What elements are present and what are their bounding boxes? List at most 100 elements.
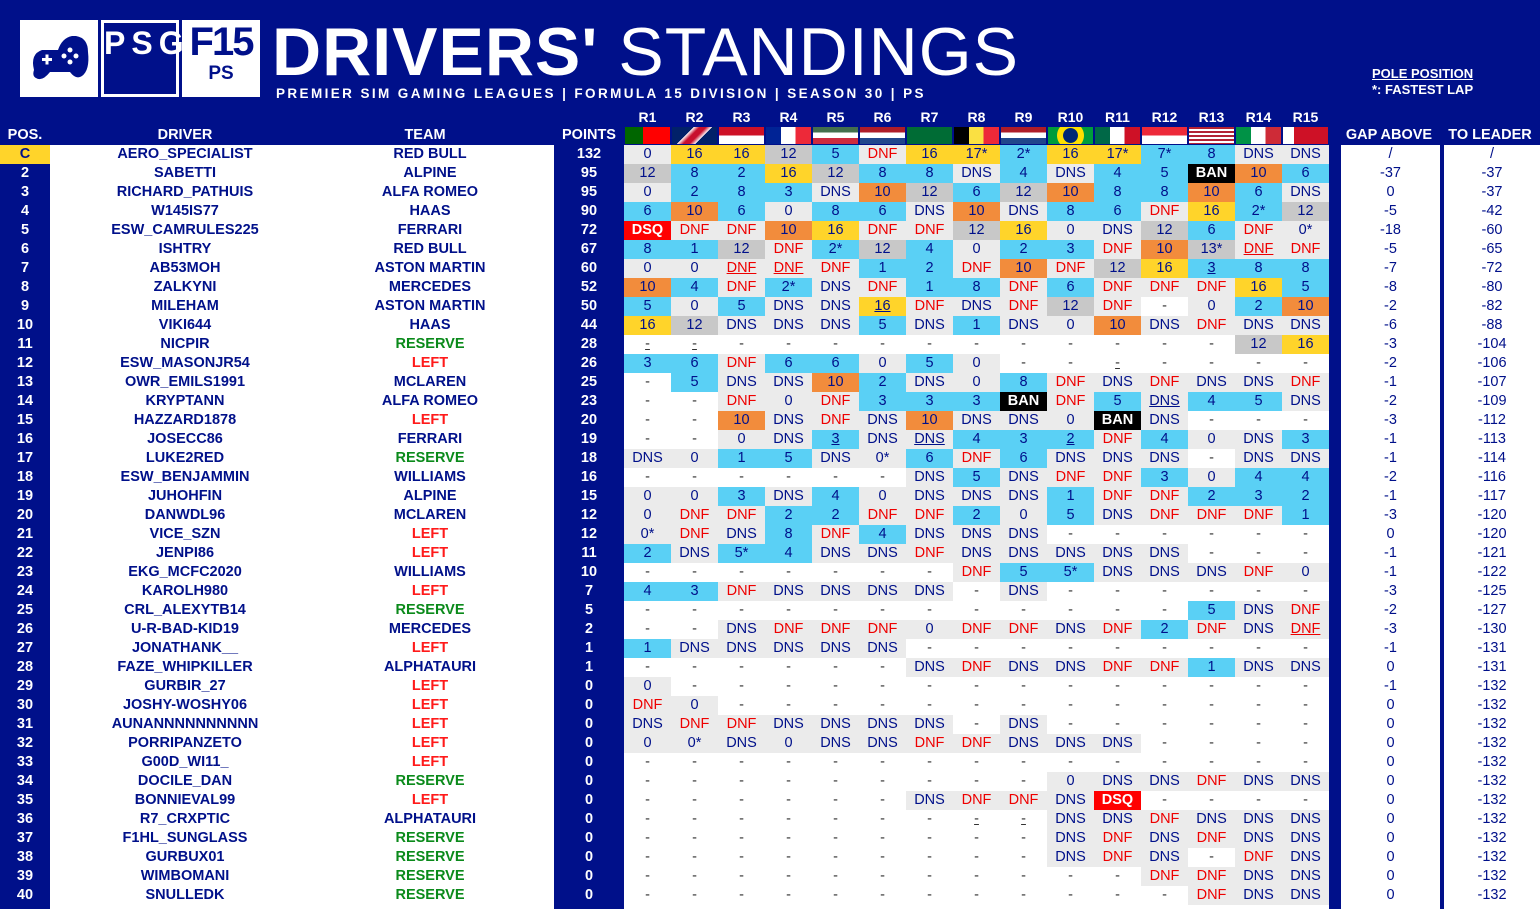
race-result: - xyxy=(1282,696,1329,715)
race-result: - xyxy=(906,772,953,791)
race-result: DNF xyxy=(1188,867,1235,886)
race-result: 0 xyxy=(765,202,812,221)
race-result: 2 xyxy=(765,506,812,525)
race-result: - xyxy=(624,430,671,449)
race-result: DNS xyxy=(1141,829,1188,848)
race-result: DNF xyxy=(1094,848,1141,867)
race-result: DNS xyxy=(1000,468,1047,487)
race-result: - xyxy=(812,848,859,867)
race-result: DNS xyxy=(953,525,1000,544)
race-result: 6 xyxy=(812,354,859,373)
race-result: 0 xyxy=(718,430,765,449)
row-gap-leader: -132 xyxy=(1477,716,1507,732)
race-result: DNF xyxy=(859,278,906,297)
row-position: 20 xyxy=(16,507,34,523)
race-result: DNS xyxy=(1235,145,1282,164)
race-result: - xyxy=(1047,525,1094,544)
race-result: DNF xyxy=(812,259,859,278)
row-position: 22 xyxy=(16,545,34,561)
race-result: 8 xyxy=(1000,373,1047,392)
race-result: 6 xyxy=(671,354,718,373)
row-driver: JONATHANK__ xyxy=(131,640,239,656)
race-result: DNF xyxy=(1094,240,1141,259)
race-result: - xyxy=(671,848,718,867)
race-result: - xyxy=(906,848,953,867)
race-result: DNS xyxy=(906,658,953,677)
race-result: 3 xyxy=(906,392,953,411)
race-result: DNF xyxy=(812,525,859,544)
race-result: - xyxy=(859,696,906,715)
race-result: DNF xyxy=(1141,867,1188,886)
race-result: 16 xyxy=(859,297,906,316)
row-points: 0 xyxy=(584,811,594,827)
row-gap-above: -2 xyxy=(1384,602,1397,618)
race-result: DNF xyxy=(953,658,1000,677)
race-result: - xyxy=(765,886,812,905)
round-header: R7 xyxy=(920,109,939,125)
race-result: 8 xyxy=(1141,183,1188,202)
race-result: DNF xyxy=(718,278,765,297)
race-result: - xyxy=(906,753,953,772)
race-result: 2 xyxy=(718,164,765,183)
race-result: 5 xyxy=(1282,278,1329,297)
row-gap-above: -1 xyxy=(1384,374,1397,390)
race-result: - xyxy=(812,886,859,905)
race-result: DNF xyxy=(953,449,1000,468)
race-result: - xyxy=(859,848,906,867)
row-gap-leader: -37 xyxy=(1481,165,1503,181)
race-result: 10 xyxy=(1235,164,1282,183)
race-result: DNF xyxy=(1094,278,1141,297)
race-result: DNF xyxy=(1000,620,1047,639)
race-result: DNS xyxy=(953,544,1000,563)
row-gap-above: 0 xyxy=(1386,735,1395,751)
race-result: DNS xyxy=(1141,316,1188,335)
race-result: - xyxy=(624,620,671,639)
race-result: - xyxy=(671,658,718,677)
race-result: 3 xyxy=(1000,430,1047,449)
race-result: - xyxy=(1141,297,1188,316)
race-result: 2 xyxy=(1141,620,1188,639)
race-result: DNS xyxy=(906,487,953,506)
race-result: 2* xyxy=(1000,145,1047,164)
row-position: 11 xyxy=(17,336,33,352)
race-result: - xyxy=(859,867,906,886)
race-result: - xyxy=(906,810,953,829)
race-result: - xyxy=(1282,677,1329,696)
race-result: - xyxy=(859,829,906,848)
logo-gamepad xyxy=(20,20,98,97)
race-result: 0* xyxy=(859,449,906,468)
race-result: 1 xyxy=(1282,506,1329,525)
race-result: - xyxy=(1047,639,1094,658)
row-team: LEFT xyxy=(411,735,449,751)
col-header-gap: GAP ABOVE xyxy=(1345,127,1433,143)
row-driver: JOSECC86 xyxy=(147,431,223,447)
race-result: 3 xyxy=(812,430,859,449)
row-gap-leader: -132 xyxy=(1477,773,1507,789)
row-team: WILLIAMS xyxy=(394,564,466,580)
race-result: - xyxy=(1000,639,1047,658)
race-result: DNS xyxy=(765,639,812,658)
race-result: 0 xyxy=(1000,506,1047,525)
row-position: 9 xyxy=(20,298,30,314)
race-result: - xyxy=(765,810,812,829)
row-points: 0 xyxy=(584,792,594,808)
race-result: - xyxy=(859,335,906,354)
row-team: LEFT xyxy=(411,412,449,428)
race-result: DNS xyxy=(1000,411,1047,430)
race-result: DNS xyxy=(1235,810,1282,829)
race-result: - xyxy=(671,601,718,620)
race-result: - xyxy=(953,886,1000,905)
race-result: DNS xyxy=(1235,658,1282,677)
row-points: 11 xyxy=(581,545,597,561)
race-result: DNS xyxy=(812,734,859,753)
row-points: 7 xyxy=(584,583,594,599)
race-result: 0* xyxy=(1282,221,1329,240)
row-team: LEFT xyxy=(411,355,449,371)
race-result: DNS xyxy=(671,639,718,658)
race-result: - xyxy=(1282,354,1329,373)
race-result: - xyxy=(1188,677,1235,696)
race-result: - xyxy=(1047,601,1094,620)
race-result: - xyxy=(1235,354,1282,373)
row-gap-leader: -88 xyxy=(1481,317,1503,333)
race-result: DNS xyxy=(1235,886,1282,905)
